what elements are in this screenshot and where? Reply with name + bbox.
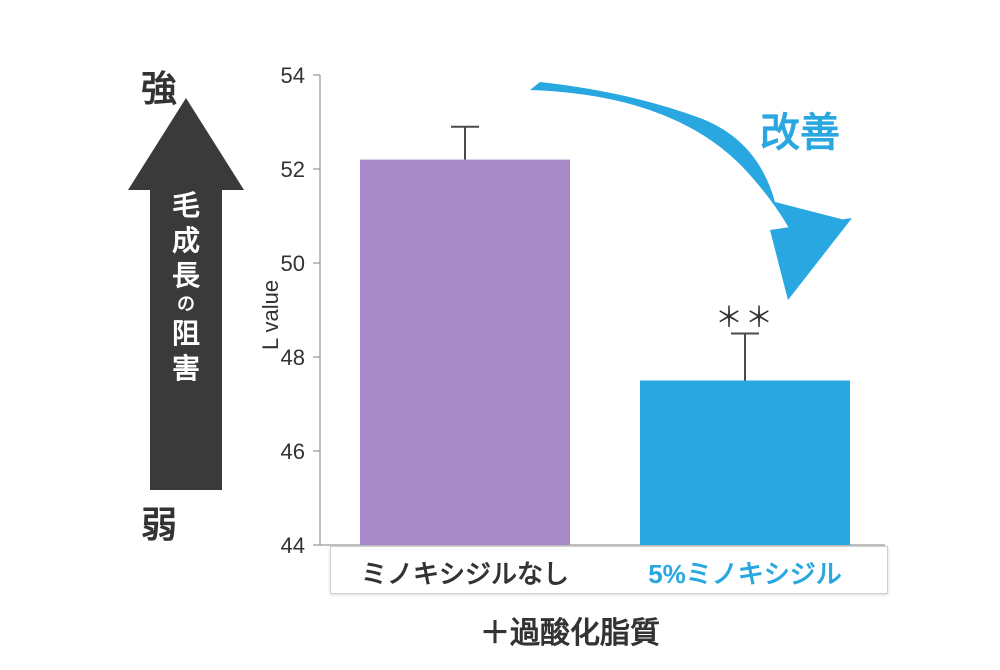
category-label-0: ミノキシジルなし: [361, 554, 569, 591]
category-label-1: 5%ミノキシジル: [648, 554, 842, 591]
ytick-label: 44: [281, 533, 305, 558]
bar-1: [640, 381, 850, 546]
bar-0: [360, 160, 570, 545]
footer-condition: ＋過酸化脂質: [480, 608, 660, 652]
ytick-label: 48: [281, 345, 305, 370]
improve-label: 改善: [760, 100, 840, 158]
significance-mark: ＊＊: [715, 296, 775, 336]
ytick-label: 54: [281, 63, 305, 88]
ytick-label: 52: [281, 157, 305, 182]
axis-strong-label: 強: [141, 60, 177, 112]
axis-weak-label: 弱: [141, 496, 177, 548]
improve-arrow-head: [770, 218, 852, 300]
ytick-label: 46: [281, 439, 305, 464]
ytick-label: 50: [281, 251, 305, 276]
axis-arrow-text: 毛成長の阻害: [172, 188, 200, 386]
y-axis-label: L value: [258, 280, 284, 350]
